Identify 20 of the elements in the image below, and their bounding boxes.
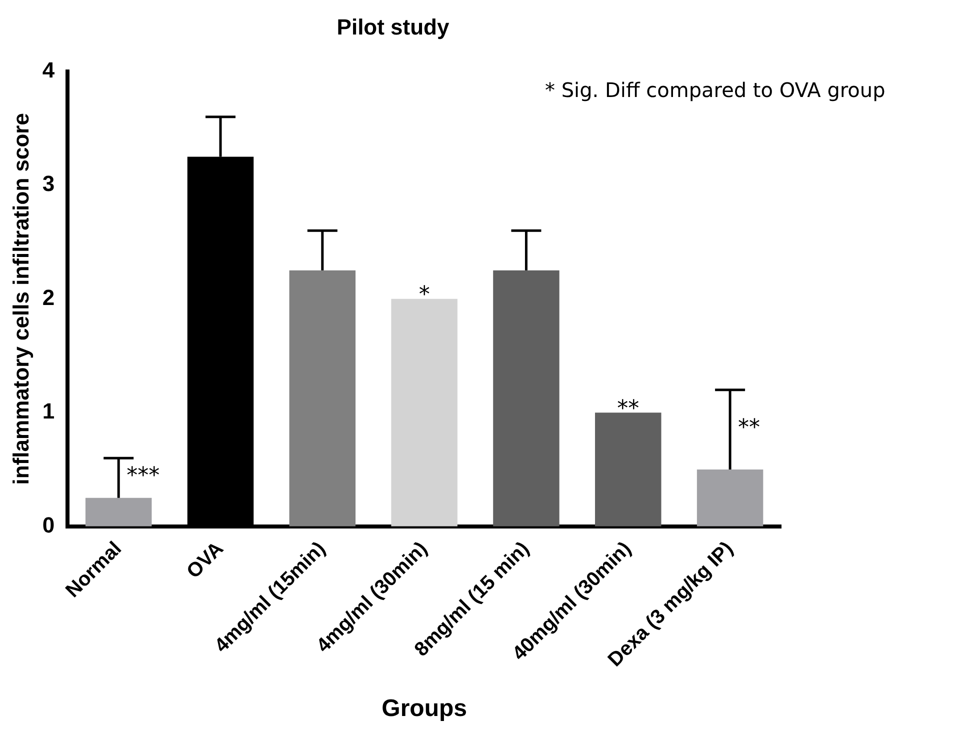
x-axis-title: Groups [382,695,467,722]
data-label: ** [738,415,760,440]
bar [289,270,356,526]
annotation: * Sig. Diff compared to OVA group [545,78,886,102]
bar [391,298,458,526]
bar [595,412,662,526]
y-tick-label: 2 [42,284,55,310]
y-tick-label: 4 [42,57,56,82]
y-axis-title: inflammatory cells infiltration score [8,113,34,485]
y-tick-label: 3 [42,171,55,196]
chart-title: Pilot study [336,14,450,40]
bar [85,498,152,526]
y-tick-label: 1 [42,398,55,424]
x-tick-label: OVA [182,538,228,583]
data-label: ** [617,396,640,422]
y-tick-label: 0 [42,512,55,538]
data-label: * [418,282,430,308]
bar [493,270,560,526]
data-label: *** [126,464,160,489]
bar [696,469,764,526]
